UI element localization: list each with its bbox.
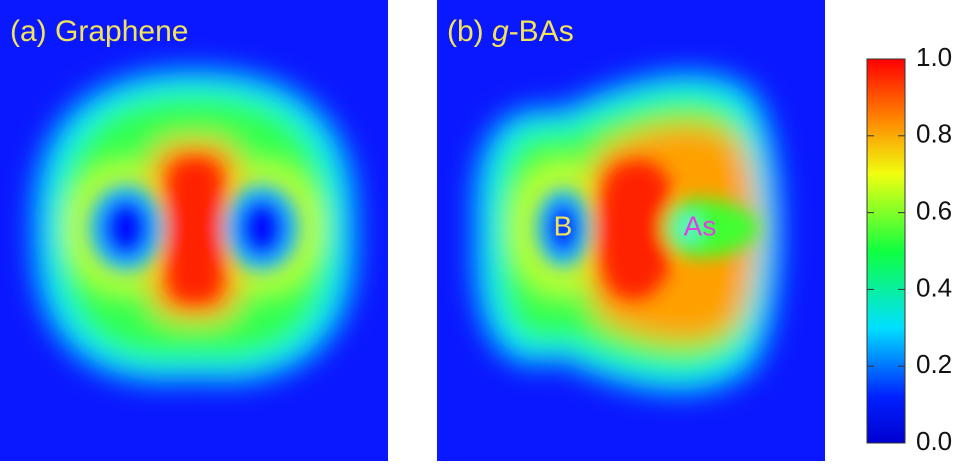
tick-label: 0.8 — [916, 119, 952, 149]
colorbar: 0.0 0.2 0.4 0.6 0.8 1.0 — [866, 42, 952, 456]
tick-label: 0.2 — [916, 349, 952, 379]
panel-italic: g — [492, 15, 509, 48]
panel-label: (b) — [447, 15, 492, 48]
panel-name: -BAs — [509, 15, 574, 48]
panel-title: (a) Graphene — [10, 15, 188, 48]
tick-label: 1.0 — [916, 42, 952, 72]
heatmap-graphene — [0, 0, 388, 461]
atom-label: B — [554, 210, 573, 241]
tick-label: 0.0 — [916, 426, 952, 456]
heatmap-gbas — [437, 0, 825, 461]
panel-label: (a) — [10, 15, 55, 48]
panel-name: Graphene — [55, 15, 188, 48]
tick-label: 0.4 — [916, 272, 952, 302]
panel-title: (b) g-BAs — [447, 15, 574, 48]
atom-label: As — [684, 210, 717, 241]
colorbar-gradient — [866, 58, 906, 444]
tick-label: 0.6 — [916, 195, 952, 225]
